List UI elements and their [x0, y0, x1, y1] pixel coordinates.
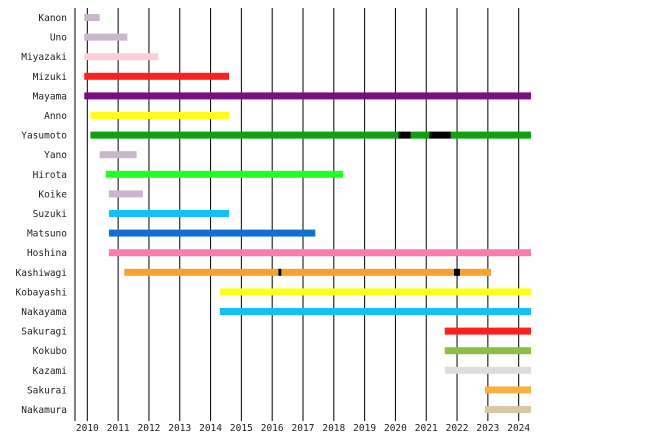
bar-segment	[429, 131, 451, 139]
row-labels: Kanon Uno Miyazaki Mizuki Mayama Anno Yasumoto…	[16, 13, 68, 416]
row-label: Suzuki	[33, 209, 68, 220]
bar-segment	[84, 53, 159, 61]
bar-segment	[105, 170, 344, 178]
bar-segment	[460, 268, 491, 276]
bar-segment	[484, 386, 531, 394]
row-label: Kokubo	[33, 346, 68, 357]
x-tick-label: 2014	[199, 423, 222, 433]
row-label: Yano	[44, 150, 67, 161]
bar-segment	[90, 112, 230, 119]
bar-segment	[84, 33, 128, 41]
x-tick-label: 2022	[446, 423, 469, 433]
row-label: Yasumoto	[21, 131, 67, 142]
x-tick-label: 2012	[138, 423, 161, 433]
bar-segment	[99, 151, 137, 159]
bar-segment	[453, 268, 461, 276]
bar-segment	[398, 131, 411, 139]
row-label: Matsuno	[27, 229, 67, 240]
bar-segment	[450, 131, 531, 139]
x-tick-label: 2020	[384, 423, 407, 433]
row-label: Miyazaki	[21, 52, 67, 63]
bar-segment	[108, 229, 316, 237]
bars	[84, 14, 532, 413]
row-label: Mayama	[33, 91, 67, 102]
row-label: Kazami	[33, 366, 68, 377]
row-label: Uno	[50, 33, 67, 44]
bar-segment	[108, 249, 531, 257]
row-label: Nakayama	[21, 307, 67, 318]
bar-segment	[219, 308, 532, 315]
bar-segment	[278, 268, 282, 276]
x-tick-label: 2024	[507, 423, 530, 433]
bar-segment	[444, 327, 531, 335]
row-label: Kashiwagi	[16, 268, 68, 279]
bar-segment	[444, 366, 531, 374]
x-tick-label: 2023	[476, 423, 499, 433]
row-label: Kanon	[38, 13, 67, 24]
bar-segment	[84, 14, 100, 21]
row-label: Nakamura	[21, 405, 67, 416]
bar-segment	[444, 347, 531, 355]
row-label: Koike	[38, 189, 67, 200]
x-tick-label: 2010	[76, 423, 99, 433]
bar-segment	[108, 210, 230, 217]
x-tick-label: 2018	[322, 423, 345, 433]
row-label: Kobayashi	[16, 287, 68, 298]
x-tick-label: 2016	[261, 423, 284, 433]
bar-segment	[484, 406, 531, 413]
row-label: Hoshina	[27, 248, 67, 259]
row-label: Hirota	[33, 170, 67, 181]
bar-segment	[84, 72, 230, 80]
bar-segment	[84, 92, 532, 100]
x-tick-label: 2017	[292, 423, 315, 433]
bar-segment	[124, 268, 279, 276]
row-label: Mizuki	[33, 72, 68, 83]
bar-segment	[410, 131, 430, 139]
row-label: Anno	[44, 111, 67, 122]
bar-segment	[219, 288, 532, 296]
x-tick-label: 2011	[107, 423, 130, 433]
x-axis: 2010 2011 2012 2013 2014 2015 2016 2017 2018 2019…	[76, 423, 531, 433]
x-tick-label: 2021	[415, 423, 438, 433]
x-tick-label: 2019	[353, 423, 376, 433]
row-label: Sakurai	[27, 385, 67, 396]
row-label: Sakuragi	[21, 327, 67, 338]
bar-segment	[281, 268, 454, 276]
x-tick-label: 2015	[230, 423, 253, 433]
bar-segment	[90, 131, 399, 139]
x-tick-label: 2013	[168, 423, 191, 433]
bar-segment	[108, 190, 143, 198]
